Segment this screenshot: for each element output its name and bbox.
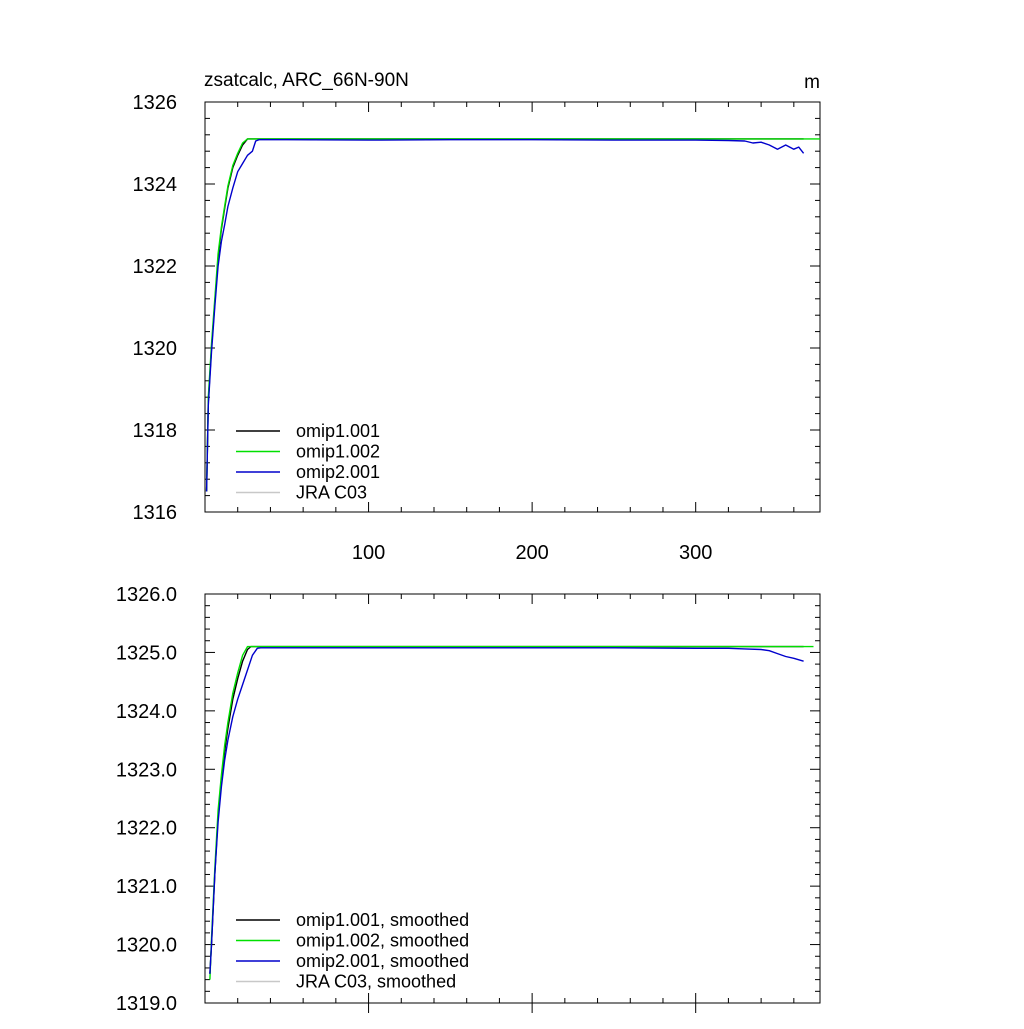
legend-label: omip1.001 [296, 421, 380, 441]
y-tick-label: 1322 [133, 256, 178, 278]
legend-label: omip1.002, smoothed [296, 931, 469, 951]
series-line-omip2-001 [205, 138, 805, 492]
panel-bottom: 1319.0 1320.0 1321.0 1322.0 1323.0 1324.0 1325… [116, 584, 821, 1015]
y-tick-label: 1320.0 [116, 935, 177, 957]
plot-frame [204, 101, 821, 513]
legend-label: omip2.001, smoothed [296, 951, 469, 971]
panel-top: zsatcalc, ARC_66N-90N m 1316 1318 1320 1322… [133, 70, 821, 564]
y-tick-label: 1326 [133, 92, 178, 114]
y-tick-label: 1316 [133, 502, 178, 524]
legend-label: omip1.002 [296, 442, 380, 462]
series-line-omip1-002 [205, 138, 820, 492]
y-tick-label: 1323.0 [116, 759, 177, 781]
legend-label: omip2.001 [296, 462, 380, 482]
legend-label: omip1.001, smoothed [296, 910, 469, 930]
y-tick-label: 1325.0 [116, 642, 177, 664]
y-tick-label: 1319.0 [116, 993, 177, 1015]
y-tick-label: 1322.0 [116, 818, 177, 840]
x-tick-label: 300 [679, 542, 712, 564]
legend-label: JRA C03, smoothed [296, 972, 456, 992]
plot-frame [204, 593, 821, 1004]
legend-label: JRA C03 [296, 483, 367, 503]
y-tick-label: 1324 [133, 174, 178, 196]
y-tick-label: 1321.0 [116, 876, 177, 898]
x-tick-label: 200 [515, 542, 548, 564]
y-tick-label: 1318 [133, 420, 178, 442]
y-tick-label: 1320 [133, 338, 178, 360]
y-tick-label: 1326.0 [116, 584, 177, 606]
chart-title: zsatcalc, ARC_66N-90N [204, 70, 409, 91]
y-tick-label: 1324.0 [116, 701, 177, 723]
units-label: m [804, 72, 820, 93]
series-line-omip2-001-smoothed [209, 647, 804, 974]
series-line-omip1-002-smoothed [209, 645, 814, 980]
x-tick-label: 100 [352, 542, 385, 564]
